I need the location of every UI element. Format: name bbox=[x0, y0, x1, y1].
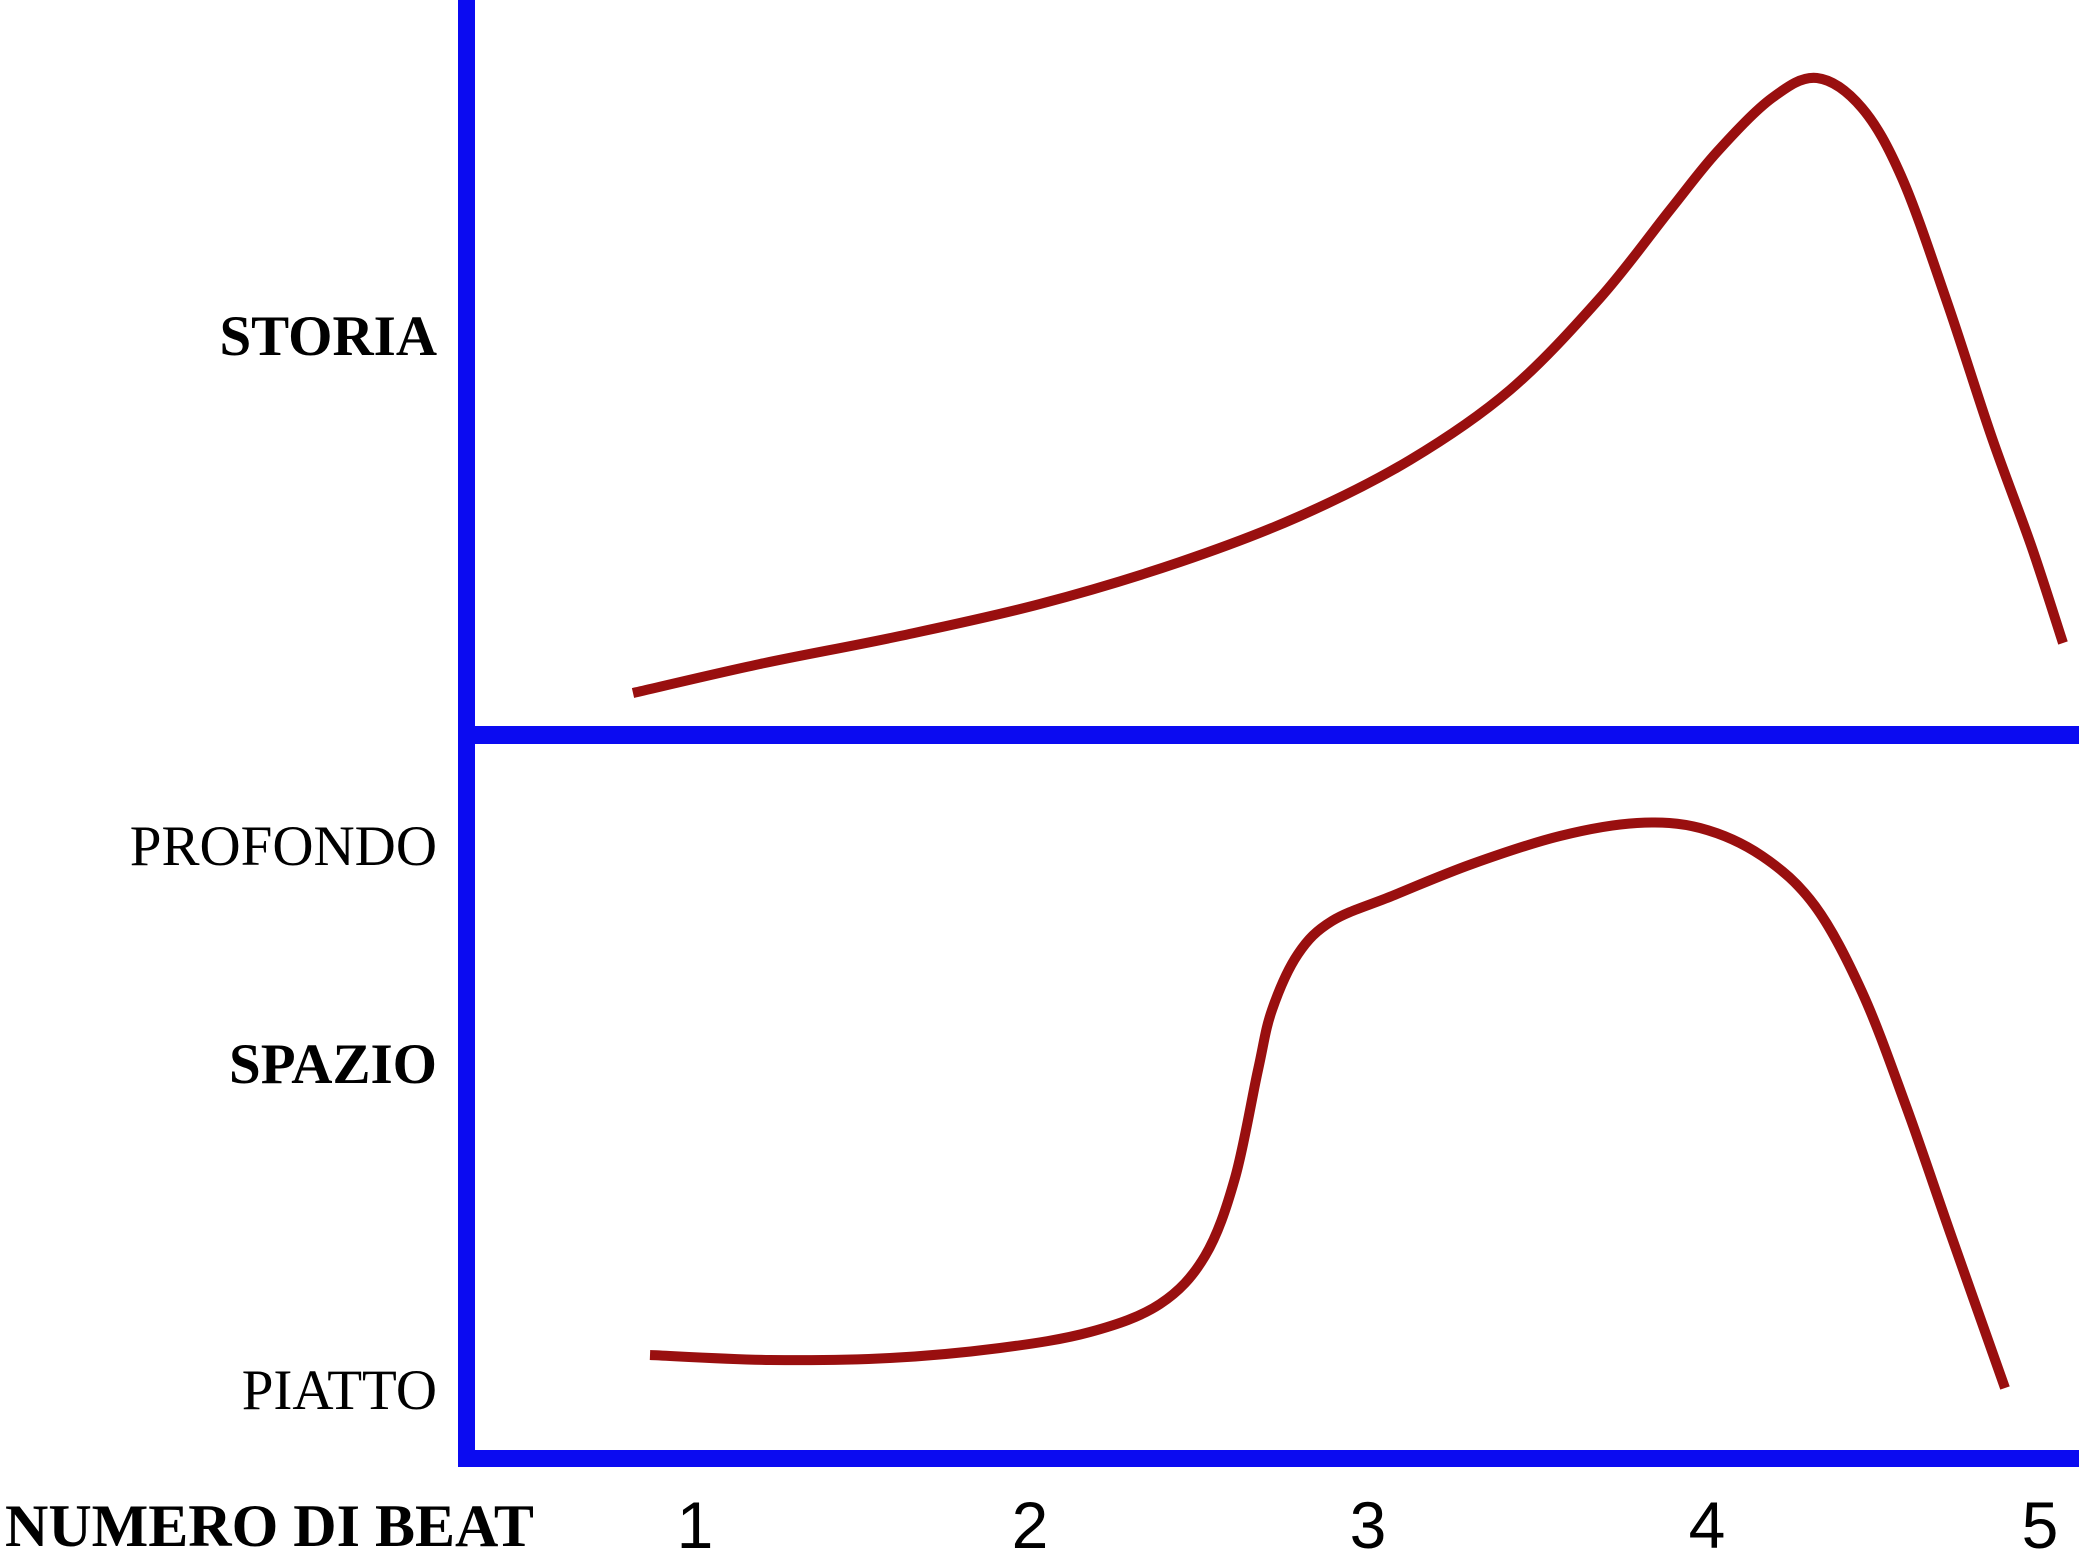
top-panel-ylabel: STORIA bbox=[219, 305, 437, 368]
x-tick-4: 4 bbox=[1688, 1488, 1726, 1553]
x-tick-1: 1 bbox=[676, 1488, 714, 1553]
x-axis-label: NUMERO DI BEAT bbox=[5, 1493, 534, 1553]
x-tick-2: 2 bbox=[1011, 1488, 1049, 1553]
x-tick-5: 5 bbox=[2021, 1488, 2059, 1553]
bottom-panel-ylabel: SPAZIO bbox=[229, 1033, 437, 1096]
bottom-panel-high-label: PROFONDO bbox=[129, 815, 437, 878]
spazio-curve bbox=[649, 817, 2010, 1390]
bottom-panel-low-label: PIATTO bbox=[241, 1359, 437, 1422]
x-tick-3: 3 bbox=[1349, 1488, 1387, 1553]
panel-divider-line bbox=[458, 726, 2079, 744]
storia-curve bbox=[631, 72, 2068, 698]
x-axis-line bbox=[458, 1450, 2079, 1467]
